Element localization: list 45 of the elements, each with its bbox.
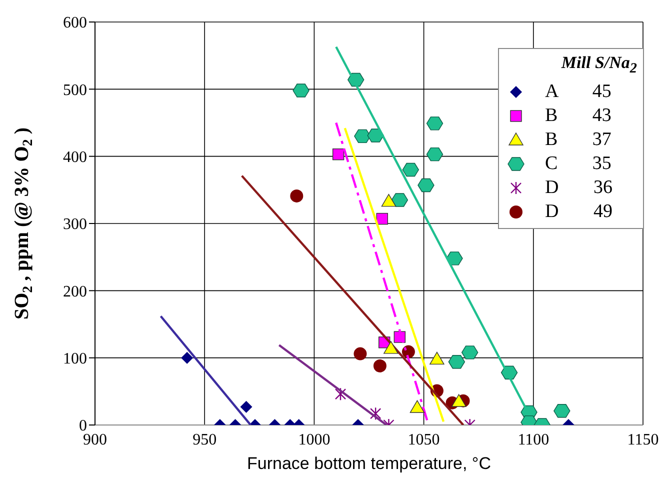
point [292,84,310,98]
x-axis-title: Furnace bottom temperature, °C [247,454,491,473]
y-tick-label: 500 [63,82,87,99]
x-tick-label: 1000 [298,431,330,448]
legend-label: B 43 [545,104,612,128]
legend-label: A 45 [545,80,612,104]
point [354,347,367,360]
y-tick-label: 100 [63,350,87,368]
point [448,355,466,369]
point [452,394,466,407]
point [370,406,382,420]
point [461,346,478,360]
legend-label: C 35 [545,152,612,176]
x-tick-label: 1150 [627,431,659,448]
y-tick-label: 300 [63,216,87,234]
point [332,148,344,160]
point [354,129,371,144]
y-tick-label: 600 [63,14,87,32]
point [373,359,386,372]
x-tick-label: 950 [192,431,217,448]
point [446,252,463,266]
point [402,162,419,177]
y-tick-label: 400 [63,149,87,166]
point [426,147,444,162]
point [290,189,304,202]
point [430,352,444,365]
legend-label: D 36 [545,176,612,200]
point [410,400,425,413]
x-tick-label: 1050 [408,431,440,448]
legend-label: B 37 [545,128,612,152]
legend-label: D 49 [545,200,612,224]
point [381,194,396,207]
y-tick-label: 200 [63,283,87,300]
point [181,352,194,364]
x-tick-label: 1100 [518,431,550,448]
legend-title: Mill S/Na$_{2}$ [560,52,637,78]
point [367,128,384,142]
point [418,178,434,192]
point [334,388,346,401]
point [554,404,570,418]
point [426,116,444,130]
point [376,212,388,225]
point [240,400,252,413]
point [391,193,408,207]
point [384,341,398,354]
